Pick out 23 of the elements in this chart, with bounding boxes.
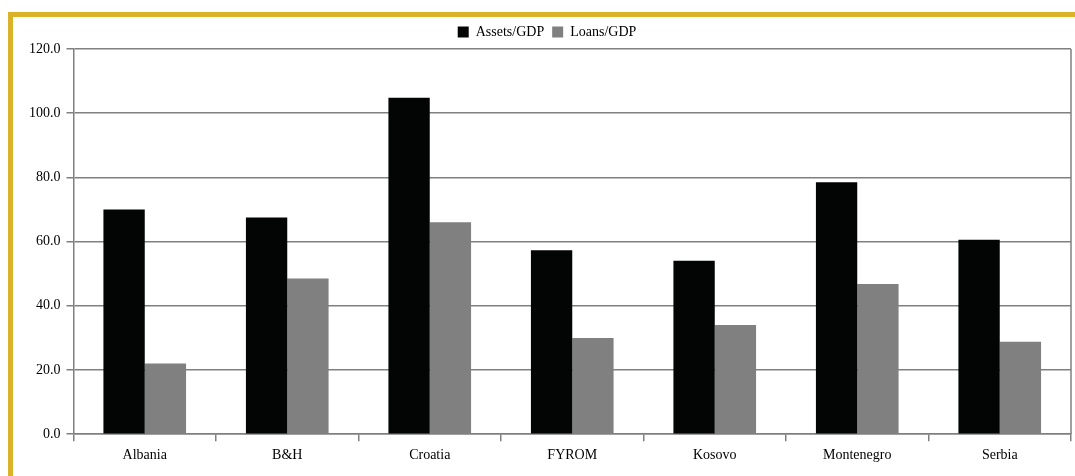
bar bbox=[530, 250, 573, 434]
bar bbox=[388, 97, 430, 434]
x-tick-label: B&H bbox=[272, 447, 303, 463]
y-tick-label: 60.0 bbox=[36, 233, 61, 249]
legend-label: Assets/GDP bbox=[475, 23, 545, 39]
y-tick-label: 100.0 bbox=[29, 104, 61, 120]
x-tick-label: FYROM bbox=[547, 447, 598, 463]
x-tick-label: Serbia bbox=[981, 447, 1019, 463]
bar bbox=[103, 209, 145, 434]
y-tick-label: 20.0 bbox=[36, 361, 61, 377]
x-tick-label: Croatia bbox=[409, 447, 452, 463]
bar bbox=[815, 182, 858, 434]
y-tick-label: 0.0 bbox=[43, 425, 61, 441]
y-tick-label: 40.0 bbox=[36, 297, 61, 313]
legend-label: Loans/GDP bbox=[570, 23, 637, 39]
x-tick-label: Albania bbox=[122, 447, 168, 463]
x-tick-label: Kosovo bbox=[692, 447, 737, 463]
bar bbox=[673, 260, 715, 434]
y-tick-label: 80.0 bbox=[36, 169, 61, 185]
x-tick-label: Montenegro bbox=[823, 447, 892, 463]
bar bbox=[958, 239, 1000, 434]
y-tick-label: 120.0 bbox=[29, 40, 61, 56]
bar bbox=[245, 217, 288, 434]
